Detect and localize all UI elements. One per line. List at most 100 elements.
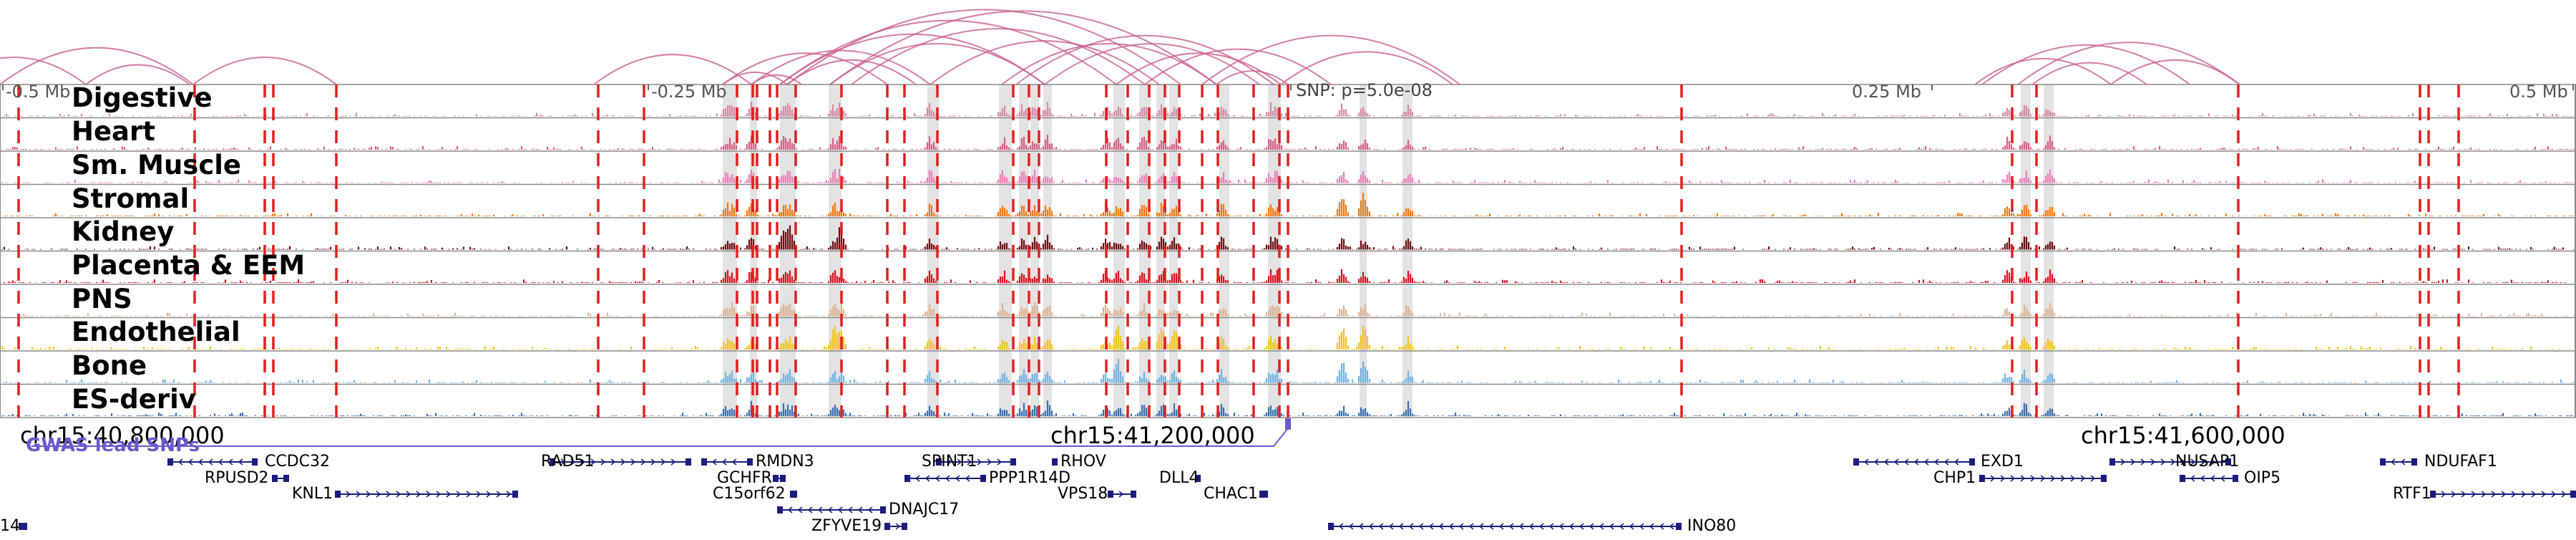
gene-exon	[2101, 475, 2107, 482]
strand-arrow	[1548, 523, 1554, 530]
strand-arrow	[1568, 523, 1574, 530]
strand-arrow	[1579, 523, 1584, 530]
interaction-arc	[2031, 62, 2147, 85]
interaction-arc	[786, 59, 917, 85]
strand-arrow	[1118, 491, 1124, 498]
signal-track-1	[5, 135, 2575, 150]
strand-arrow	[797, 506, 803, 514]
gene-label: RTF1	[2393, 485, 2431, 503]
strand-arrow	[660, 458, 666, 466]
strand-arrow	[346, 491, 351, 498]
strand-arrow	[957, 458, 962, 466]
strand-arrow	[2521, 491, 2527, 498]
boundary-lines	[17, 85, 2460, 418]
strand-arrow	[2140, 458, 2146, 466]
strand-arrow	[2441, 491, 2446, 498]
strand-arrow	[2461, 491, 2467, 498]
interaction-arc	[1044, 43, 1260, 85]
strand-arrow	[1619, 523, 1624, 530]
strand-arrow	[2180, 458, 2186, 466]
gene-label: RMDN3	[756, 453, 814, 471]
strand-arrow	[208, 458, 213, 466]
strand-arrow	[2060, 475, 2066, 482]
interaction-arc	[1116, 52, 1282, 85]
interaction-arc	[1015, 34, 1274, 85]
interaction-arc	[1280, 51, 1453, 85]
gene-label: GCHFR	[717, 469, 772, 487]
strand-arrow	[2220, 475, 2225, 482]
gene-exon	[747, 458, 753, 466]
track-label-heart: Heart	[72, 116, 155, 147]
signal-track-8	[3, 359, 2575, 383]
gene-exon	[701, 458, 707, 466]
signal-track-6	[1, 302, 2575, 317]
strand-arrow	[935, 475, 940, 482]
strand-arrow	[945, 475, 950, 482]
interaction-arc	[1144, 48, 1332, 85]
gene-exon	[252, 458, 258, 466]
strand-arrow	[2150, 458, 2156, 466]
strand-arrow	[1629, 523, 1634, 530]
gene-exon	[1131, 491, 1136, 498]
strand-arrow	[376, 491, 381, 498]
strand-arrow	[2090, 475, 2096, 482]
gene-label: PPP1R14D	[989, 469, 1071, 487]
strand-arrow	[2010, 475, 2016, 482]
gene-exon	[2380, 458, 2386, 466]
strand-arrow	[2501, 491, 2507, 498]
strand-arrow	[416, 491, 421, 498]
strand-arrow	[1508, 523, 1514, 530]
strand-arrow	[895, 523, 901, 530]
strand-arrow	[2040, 475, 2046, 482]
gwas-snp-marker	[1285, 418, 1291, 430]
gene-exon	[686, 458, 691, 466]
gene-label: RAD51	[541, 453, 595, 471]
interaction-arc	[1981, 44, 2190, 85]
strand-arrow	[1378, 523, 1384, 530]
strand-arrow	[2020, 475, 2026, 482]
strand-arrow	[466, 491, 472, 498]
strand-arrow	[1338, 523, 1344, 530]
strand-arrow	[721, 458, 727, 466]
gene-label: C15orf62	[713, 485, 786, 503]
interaction-arc	[829, 10, 1217, 85]
gene-label: INO80	[1687, 517, 1737, 535]
interaction-arc	[85, 64, 190, 85]
gene-exon	[1108, 491, 1113, 498]
gene-exon	[1262, 491, 1268, 498]
strand-arrow	[1659, 523, 1664, 530]
strand-arrow	[2160, 458, 2166, 466]
gene-label: DLL4	[1159, 469, 1199, 487]
strand-arrow	[2200, 475, 2205, 482]
strand-arrow	[2120, 458, 2126, 466]
strand-arrow	[807, 506, 813, 514]
interaction-arc	[786, 9, 1181, 85]
strand-arrow	[1448, 523, 1454, 530]
strand-arrow	[711, 458, 717, 466]
ruler-tick-label: 0.5 Mb	[2509, 82, 2568, 102]
strand-arrow	[967, 458, 972, 466]
signal-track-3	[3, 193, 2573, 216]
signal-track-5	[3, 269, 2567, 283]
gene-exon	[936, 458, 942, 466]
strand-arrow	[218, 458, 223, 466]
strand-arrow	[847, 506, 853, 514]
coordinate-label: chr15:41,600,000	[2081, 422, 2285, 449]
interaction-arc	[1001, 43, 1217, 85]
strand-arrow	[197, 458, 203, 466]
strand-arrow	[2130, 458, 2136, 466]
strand-arrow	[436, 491, 441, 498]
gene-exon	[1195, 475, 1201, 482]
gene-exon	[1969, 458, 1975, 466]
interaction-arc	[2110, 59, 2240, 85]
strand-arrow	[1558, 523, 1564, 530]
strand-arrow	[366, 491, 371, 498]
coordinate-label: chr15:40,800,000	[20, 422, 225, 449]
strand-arrow	[827, 506, 833, 514]
ruler-tick-label: 0.25 Mb	[1852, 82, 1922, 102]
strand-arrow	[2471, 491, 2477, 498]
strand-arrow	[914, 475, 920, 482]
track-label-kidney: Kidney	[72, 216, 175, 247]
gene-exon	[2411, 458, 2417, 466]
